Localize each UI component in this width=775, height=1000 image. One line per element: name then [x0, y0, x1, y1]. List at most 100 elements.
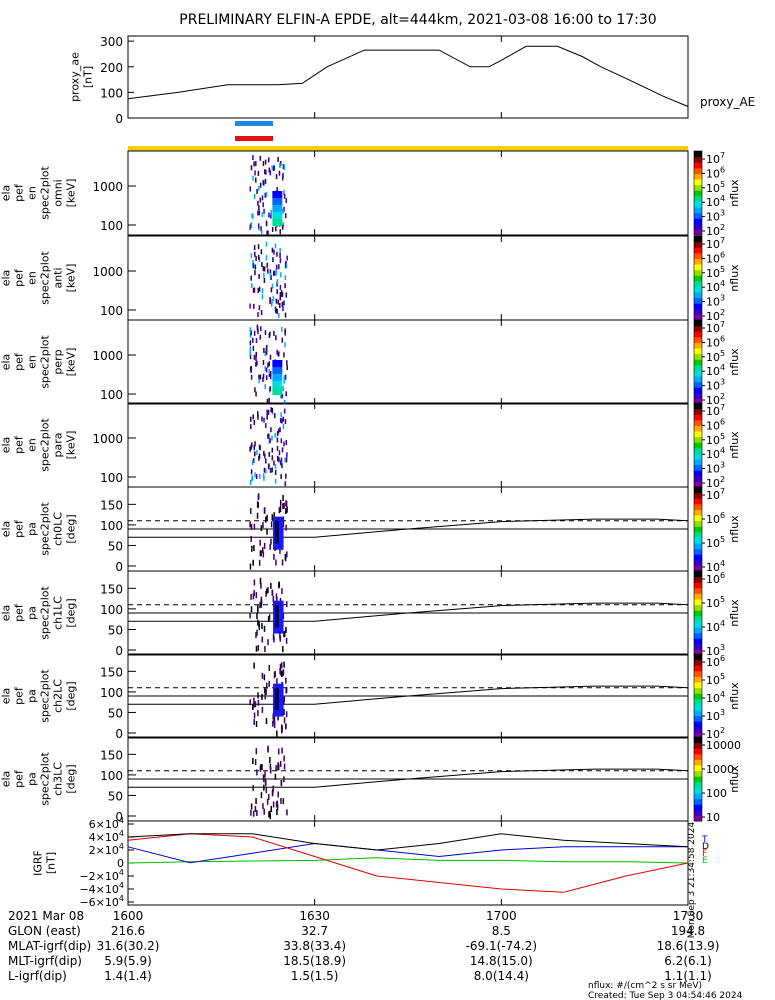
panel-frame — [127, 402, 689, 488]
spectrogram-flux-block — [272, 212, 283, 219]
colorbar-segment — [694, 481, 702, 488]
spectrogram-pixel — [283, 502, 285, 509]
colorbar-tick-label: 106 — [706, 165, 725, 180]
spectrogram-pixel — [267, 362, 269, 368]
footer-value: 1600 — [113, 909, 144, 923]
spectrogram-pixel — [261, 693, 263, 700]
spectrogram-pixel — [285, 457, 288, 463]
spectrogram-pixel — [266, 262, 268, 268]
y-tick-label: 0 — [115, 112, 123, 126]
spectrogram-pixel — [273, 721, 276, 728]
spectrogram-pixel — [265, 367, 268, 373]
spectrogram-pixel — [254, 170, 256, 176]
spectrogram-pixel — [262, 774, 265, 781]
spectrogram-pixel — [276, 251, 278, 257]
spectrogram-pixel — [279, 302, 281, 308]
energy-spectrogram-panel: 1000100elapefenspec2plotomni[keV]1071061… — [0, 150, 741, 238]
colorbar-segment — [694, 414, 702, 421]
created-stamp: Created: Tue Sep 3 04:54:46 2024 — [588, 991, 743, 1000]
spectrogram-pixel — [252, 155, 254, 161]
spectrogram-pixel — [269, 331, 271, 337]
colorbar-label: nflux — [728, 179, 741, 207]
colorbar-tick-label: 106 — [706, 511, 725, 526]
colorbar-segment — [694, 670, 702, 677]
spectrogram-pixel — [255, 474, 258, 480]
spectrogram-pixel — [251, 283, 253, 289]
spectrogram-pixel — [263, 208, 265, 214]
spectrogram-pixel — [258, 621, 260, 628]
spectrogram-pixel — [271, 299, 273, 305]
spectrogram-pixel — [279, 247, 281, 253]
spectrogram-pixel — [263, 450, 265, 456]
y-tick-label: 50 — [108, 623, 123, 637]
spectrogram-pixel — [256, 501, 259, 508]
colorbar-tick-label: 10000 — [706, 739, 741, 752]
colorbar-segment — [694, 742, 702, 749]
spectrogram-pixel — [283, 630, 286, 637]
colorbar-segment — [694, 387, 702, 394]
y-tick-label: 50 — [108, 539, 123, 553]
colorbar-tick-label: 107 — [706, 403, 725, 418]
spectrogram-pixel — [276, 187, 278, 193]
colorbar-segment — [694, 425, 702, 432]
colorbar-segment — [694, 297, 702, 304]
loss-cone-line — [128, 602, 689, 622]
igrf-trace-d — [127, 857, 689, 864]
spectrogram-pixel — [260, 326, 262, 332]
colorbar-segment — [694, 515, 702, 522]
spectrogram-pixel — [266, 230, 268, 236]
spectrogram-pixel — [282, 172, 284, 178]
spectrogram-pixel — [281, 393, 283, 399]
spectrogram-pixel — [270, 301, 273, 307]
spectrogram-pixel — [265, 780, 267, 787]
spectrogram-pixel — [260, 226, 262, 232]
spectrogram-pixel — [253, 354, 256, 360]
spectrogram-pixel — [256, 326, 259, 332]
spectrogram-pixel — [259, 577, 262, 584]
colorbar-segment — [694, 336, 702, 343]
spectrogram-pixel — [255, 721, 258, 728]
spectrogram-pixel — [262, 547, 264, 554]
spectrogram-pixel — [258, 559, 261, 566]
spectrogram-pixel — [253, 545, 255, 552]
colorbar-segment — [694, 403, 702, 410]
spectrogram-pixel — [268, 167, 271, 173]
spectrogram-pixel — [250, 809, 252, 816]
spectrogram-pixel — [281, 447, 284, 453]
spectrogram-pixel — [285, 687, 287, 694]
spectrogram-pixel — [265, 375, 268, 381]
energy-spectrogram-panels: 1000100elapefenspec2plotomni[keV]1071061… — [0, 150, 741, 490]
spectrogram-pixel — [261, 294, 264, 300]
spectrogram-pixel — [259, 182, 262, 188]
spectrogram-pixel — [263, 266, 266, 272]
spectrogram-pixel — [272, 633, 275, 640]
spectrogram-pixel — [256, 360, 258, 366]
spectrogram-pixel — [279, 499, 282, 506]
spectrogram-pixel — [249, 186, 252, 192]
colorbar-segment — [694, 665, 702, 672]
spectrogram-pixel — [265, 717, 268, 724]
spectrogram-pixel — [250, 606, 253, 613]
pitch-angle-ylabel: elapefpaspec2plotch1LC[deg] — [0, 586, 78, 640]
spectrogram-pixel — [251, 213, 253, 219]
spectrogram-pixel — [278, 450, 281, 456]
footer-value: 14.8(15.0) — [470, 954, 533, 968]
spectrogram-pixel — [284, 213, 287, 219]
igrf-legend-entry: F — [702, 849, 707, 859]
spectrogram-pixel — [265, 192, 268, 198]
spectrogram-pixel — [263, 417, 265, 423]
energy-spectrogram-panel: 1000100elapefenspec2plotperp[keV]1071061… — [0, 319, 741, 407]
spectrogram-pixel — [259, 601, 261, 608]
y-tick-label: 150 — [100, 498, 123, 512]
spectrogram-pixel — [273, 270, 276, 276]
spectrogram-pixel — [261, 672, 264, 679]
colorbar-segment — [694, 308, 702, 315]
spectrogram-pixel — [281, 326, 283, 332]
spectrogram-pixel — [270, 287, 273, 293]
colorbar-segment — [694, 698, 702, 705]
spectrogram-pixel — [249, 612, 251, 619]
spectrogram-pixel — [282, 222, 285, 228]
spectrogram-pixel — [269, 354, 272, 360]
spectrogram-pixel — [282, 646, 284, 653]
colorbar-segment — [694, 798, 702, 805]
